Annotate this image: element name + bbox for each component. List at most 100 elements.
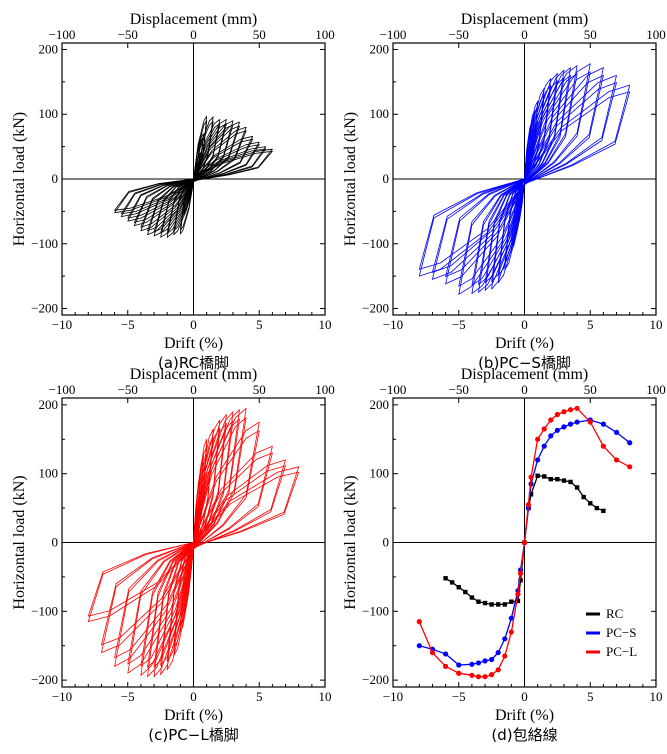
panel-c: −10 −100 −5 −50 0 0 5 50 10 100 200 100 0 −100 −200 Dis… xyxy=(11,366,335,744)
data-point xyxy=(528,492,534,497)
panel-caption: (b)PC−S橋脚 xyxy=(478,354,571,372)
legend-label: PC−L xyxy=(606,644,637,659)
data-point xyxy=(443,663,449,669)
data-point xyxy=(502,602,507,607)
x-tick-label: 10 xyxy=(319,689,332,704)
x-tick-label: 10 xyxy=(650,689,663,704)
panel-d: −10 −100 −5 −50 0 0 5 50 10 100 200 100 0 −100 −200 Dis… xyxy=(342,366,666,744)
y-tick-label: 100 xyxy=(39,106,59,121)
data-point xyxy=(489,656,495,663)
data-point xyxy=(587,419,593,425)
panel-b: −10 −100 −5 −50 0 0 5 50 10 100 200 100 0 −100 −200 Dis… xyxy=(342,11,666,372)
data-point xyxy=(561,478,567,483)
y-tick-label: 100 xyxy=(39,466,59,481)
plot-area xyxy=(87,407,300,678)
data-point xyxy=(627,464,633,470)
data-point xyxy=(541,426,547,432)
top-tick-label: −50 xyxy=(449,382,469,397)
data-point xyxy=(482,674,488,680)
top-tick-label: 100 xyxy=(646,382,666,397)
top-tick-label: −100 xyxy=(380,27,407,42)
x-tick-label: −5 xyxy=(121,317,135,332)
x-tick-label: −10 xyxy=(383,689,403,704)
y-tick-label: 100 xyxy=(370,466,390,481)
data-point xyxy=(525,502,532,508)
panel-a: −10 −100 −5 −50 0 0 5 50 10 100 200 100 0 −100 −200 Dis… xyxy=(11,11,335,372)
y-tick-label: 0 xyxy=(52,535,59,550)
data-point xyxy=(482,600,488,606)
legend-label: PC−S xyxy=(606,625,636,640)
plot-area xyxy=(418,63,631,295)
data-point xyxy=(469,595,475,600)
data-point xyxy=(574,405,580,411)
data-point xyxy=(463,589,468,595)
data-point xyxy=(429,649,436,656)
x-tick-label: −10 xyxy=(52,689,72,704)
y-tick-label: −200 xyxy=(362,672,389,687)
y-axis-label: Horizontal load (kN) xyxy=(11,475,28,609)
data-point xyxy=(449,580,455,585)
top-tick-label: −50 xyxy=(118,27,138,42)
data-point xyxy=(495,667,501,673)
x-axis-label: Drift (%) xyxy=(495,335,554,352)
data-point xyxy=(518,578,523,583)
x-axis-label: Drift (%) xyxy=(495,707,554,724)
hysteresis-loop xyxy=(114,150,273,211)
data-point xyxy=(469,672,475,678)
hysteresis-loop xyxy=(87,471,300,617)
data-point xyxy=(613,429,620,436)
y-tick-label: −200 xyxy=(362,301,389,316)
x-tick-label: 5 xyxy=(256,317,263,332)
data-point xyxy=(561,409,567,415)
top-tick-label: −100 xyxy=(380,382,407,397)
data-point xyxy=(508,615,514,621)
top-tick-label: 100 xyxy=(646,27,666,42)
data-point xyxy=(574,419,580,425)
x-tick-label: 0 xyxy=(190,689,197,704)
data-point xyxy=(528,474,534,480)
top-tick-label: −100 xyxy=(49,382,76,397)
data-point xyxy=(535,436,541,442)
x-tick-label: 5 xyxy=(587,689,594,704)
data-point xyxy=(509,599,514,604)
y-tick-label: 100 xyxy=(370,106,390,121)
y-tick-label: −200 xyxy=(31,301,58,316)
data-point xyxy=(542,474,547,479)
data-point xyxy=(515,598,521,604)
data-point xyxy=(482,658,488,664)
data-point xyxy=(456,670,462,676)
x-tick-label: 10 xyxy=(650,317,663,332)
legend: RC PC−S PC−L xyxy=(586,606,637,659)
hysteresis-loop xyxy=(418,91,631,270)
data-point xyxy=(561,424,567,430)
panel-caption: (a)RC橋脚 xyxy=(158,354,229,372)
panel-caption: (c)PC−L橋脚 xyxy=(148,726,238,744)
data-point xyxy=(489,602,494,607)
top-tick-label: 100 xyxy=(315,27,335,42)
data-point xyxy=(588,501,593,506)
x-tick-label: 0 xyxy=(521,317,528,332)
top-tick-label: 0 xyxy=(190,27,197,42)
y-tick-label: 200 xyxy=(39,41,59,56)
y-tick-label: 0 xyxy=(52,171,59,186)
top-tick-label: 0 xyxy=(521,382,528,397)
data-point xyxy=(548,417,554,423)
data-point xyxy=(476,599,481,604)
data-point xyxy=(554,427,560,433)
data-point xyxy=(416,643,422,649)
y-tick-label: −100 xyxy=(31,603,58,618)
y-tick-label: −200 xyxy=(31,672,58,687)
y-tick-label: 200 xyxy=(370,41,390,56)
data-point xyxy=(627,440,633,446)
top-tick-label: 0 xyxy=(521,27,528,42)
data-point xyxy=(555,476,560,482)
data-point xyxy=(535,473,540,478)
data-point xyxy=(489,672,495,678)
top-tick-label: 50 xyxy=(253,382,266,397)
y-tick-label: 200 xyxy=(370,397,390,412)
x-tick-label: −10 xyxy=(383,317,403,332)
hysteresis-loop xyxy=(101,465,286,646)
top-tick-label: −50 xyxy=(449,27,469,42)
top-axis-label: Displacement (mm) xyxy=(461,11,589,28)
